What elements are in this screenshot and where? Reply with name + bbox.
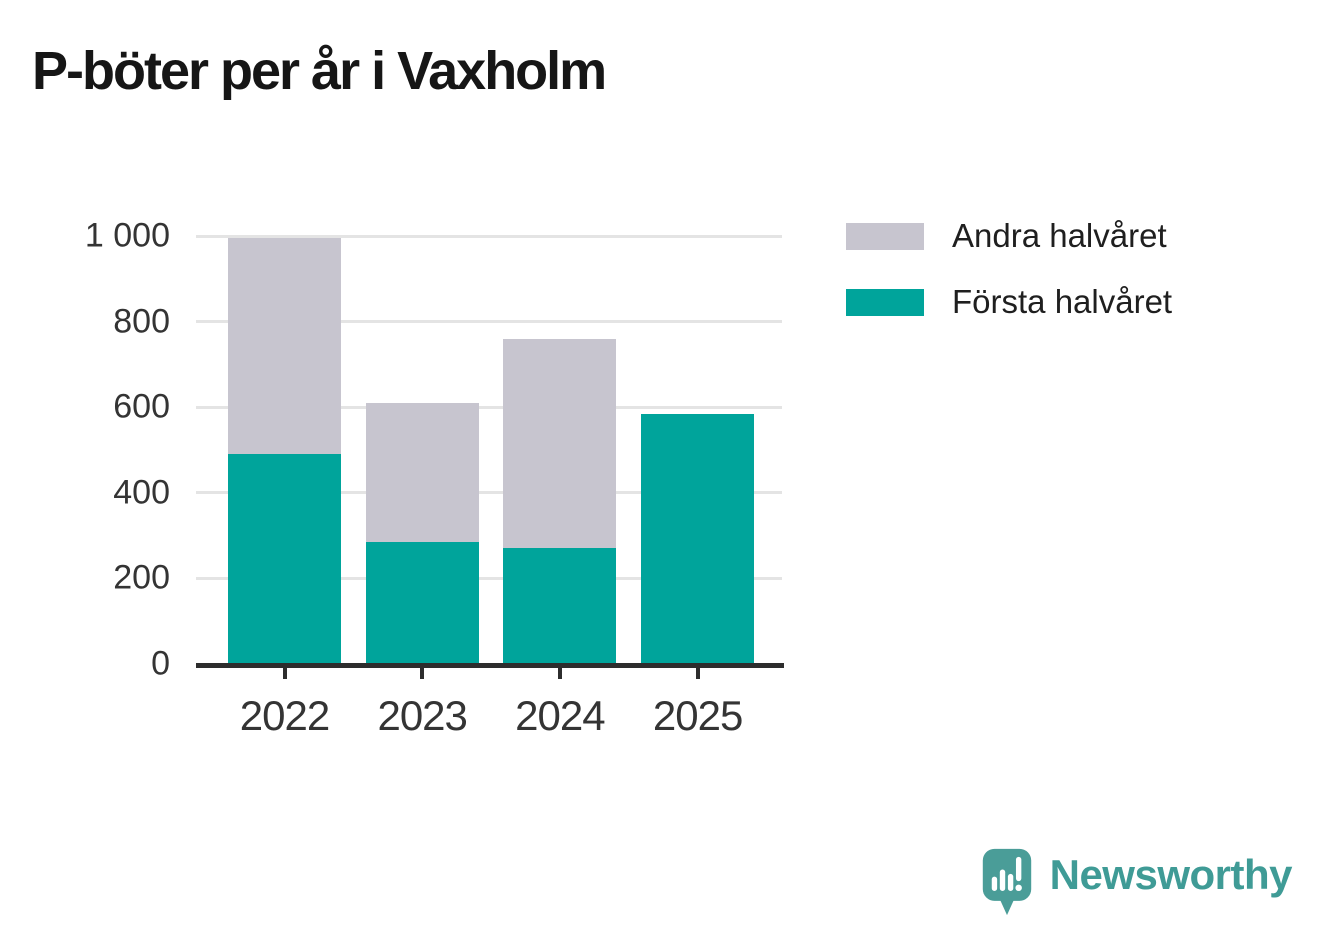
bar-segment-2023-första-halvåret <box>365 542 479 664</box>
x-tick-label: 2023 <box>377 692 467 739</box>
bar-segment-2023-andra-halvåret <box>365 402 479 543</box>
gridline-400 <box>196 491 782 495</box>
x-tick-mark <box>557 668 562 679</box>
bar-segment-2022-andra-halvåret <box>228 238 341 455</box>
gridline-600 <box>196 405 782 409</box>
newsworthy-logo-icon <box>982 848 1031 916</box>
y-tick-label: 200 <box>113 558 170 597</box>
legend-label: Andra halvåret <box>952 217 1167 254</box>
x-tick-mark <box>420 668 425 679</box>
brand-footer: Newsworthy <box>981 847 1293 917</box>
legend-item: Andra halvåret <box>846 217 1172 255</box>
plot-area <box>196 234 784 664</box>
y-tick-label: 800 <box>113 302 170 341</box>
x-tick-label: 2022 <box>239 692 330 739</box>
legend-label: Första halvåret <box>952 283 1173 320</box>
gridline-1000 <box>196 234 782 238</box>
bar-segment-2025-första-halvåret <box>641 413 755 664</box>
y-tick-label: 1 000 <box>84 216 170 255</box>
chart-title: P-böter per år i Vaxholm <box>32 41 607 101</box>
y-tick-label: 0 <box>151 644 170 683</box>
x-tick-label: 2024 <box>515 692 605 739</box>
legend-swatch <box>846 222 924 250</box>
x-tick-mark <box>282 668 287 679</box>
bar-segment-2024-andra-halvåret <box>503 338 617 549</box>
legend-item: Första halvåret <box>846 283 1172 321</box>
y-tick-label: 600 <box>113 387 170 426</box>
y-tick-label: 400 <box>113 473 170 512</box>
bar-segment-2024-första-halvåret <box>503 548 617 664</box>
x-tick-label: 2025 <box>652 692 743 739</box>
gridline-800 <box>196 320 782 324</box>
legend-swatch <box>846 288 924 316</box>
x-tick-mark <box>695 668 700 679</box>
legend: Andra halvåret Första halvåret <box>846 217 1172 349</box>
newsworthy-logo-text: Newsworthy <box>1049 851 1293 898</box>
bar-segment-2022-första-halvåret <box>228 454 341 664</box>
x-axis-line <box>196 663 784 668</box>
gridline-200 <box>196 576 782 580</box>
